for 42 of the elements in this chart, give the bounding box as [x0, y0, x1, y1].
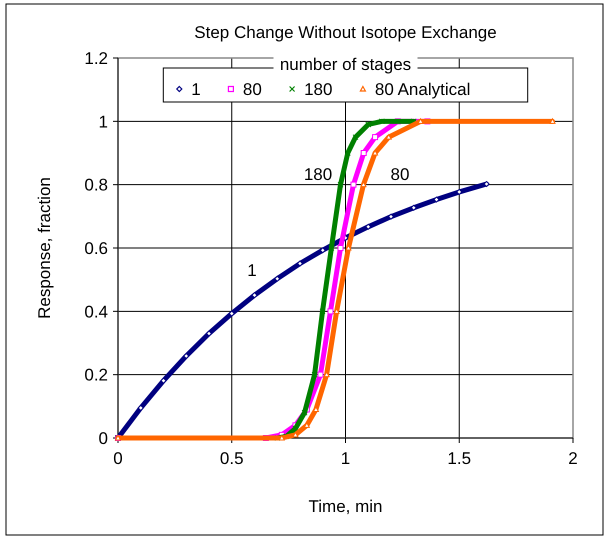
point [206, 330, 212, 336]
point [312, 372, 318, 378]
point [337, 245, 344, 251]
legend-title: number of stages [280, 55, 412, 74]
y-tick-label: 0.6 [84, 239, 108, 258]
y-tick-label: 0.8 [84, 176, 108, 195]
point [183, 352, 190, 359]
point [344, 150, 351, 156]
text: 180 [304, 165, 332, 184]
y-tick-label: 0.4 [84, 302, 108, 322]
x-tick-label: 1 [340, 449, 350, 468]
point [372, 150, 378, 156]
point [302, 410, 308, 416]
y-tick-label: 0.2 [84, 366, 108, 385]
point [378, 118, 385, 124]
y-tick-label: 1 [98, 112, 108, 132]
point [360, 150, 367, 156]
x-tick-label: 0 [113, 449, 123, 468]
x-tick-label: 1.5 [447, 449, 472, 468]
point [328, 245, 334, 251]
x-tick-label: 0.5 [220, 449, 244, 468]
chart-title: Step Change Without Isotope Exchange [194, 23, 497, 42]
y-tick-label: 1.2 [84, 49, 108, 68]
legend-label: 180 [304, 80, 332, 99]
point [352, 134, 359, 140]
point [327, 308, 334, 314]
y-tick-label: 0 [98, 429, 108, 448]
text: 80 [390, 165, 410, 184]
text: 1 [247, 261, 257, 280]
y-axis-title: Response, fraction [35, 177, 54, 319]
x-axis-title: Time, min [308, 497, 382, 516]
point [317, 372, 324, 378]
x-tick-label: 2 [568, 449, 578, 468]
point [320, 308, 326, 314]
point [550, 118, 556, 124]
point [372, 134, 378, 140]
legend-label: 80 Analytical [374, 80, 470, 99]
point [337, 182, 344, 188]
legend-label: 1 [191, 80, 201, 99]
legend-label: 80 [242, 80, 262, 99]
point [365, 122, 372, 128]
point [350, 182, 356, 188]
